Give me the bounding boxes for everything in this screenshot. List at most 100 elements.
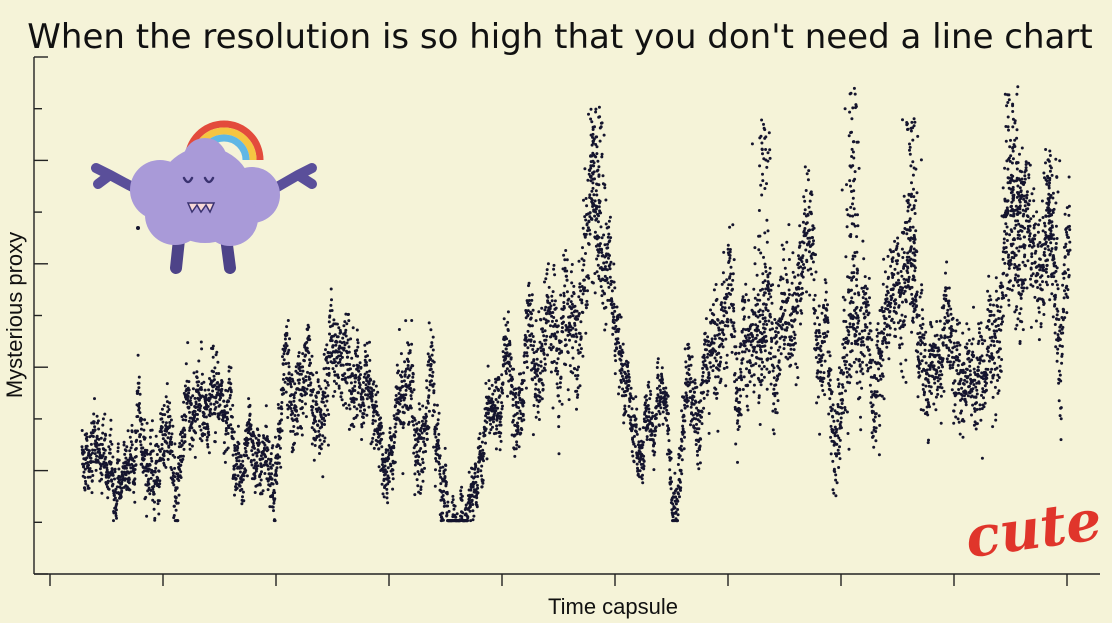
data-point xyxy=(693,390,696,394)
data-point xyxy=(516,424,520,428)
data-point xyxy=(607,219,611,223)
data-point xyxy=(487,379,491,383)
data-point xyxy=(813,309,817,313)
data-point xyxy=(232,430,236,434)
data-point xyxy=(627,379,631,383)
data-point xyxy=(563,258,567,262)
data-point xyxy=(166,457,170,461)
data-point xyxy=(309,393,313,397)
data-point xyxy=(554,366,558,370)
data-point xyxy=(282,392,286,395)
data-point xyxy=(583,215,587,219)
data-point xyxy=(415,443,418,447)
data-point xyxy=(426,352,430,356)
data-point xyxy=(371,436,375,440)
data-point xyxy=(329,287,333,291)
data-point xyxy=(807,240,811,244)
data-point xyxy=(108,433,112,437)
data-point xyxy=(427,409,431,413)
data-point xyxy=(180,460,184,464)
data-point xyxy=(418,463,422,467)
data-point xyxy=(591,281,595,285)
data-point xyxy=(408,349,412,353)
data-point xyxy=(776,348,780,352)
data-point xyxy=(198,437,202,441)
data-point xyxy=(431,414,435,418)
data-point xyxy=(304,415,308,419)
data-point xyxy=(82,450,86,454)
data-point xyxy=(128,449,132,453)
data-point xyxy=(695,422,698,426)
data-point xyxy=(412,423,416,427)
data-point xyxy=(114,514,118,518)
data-point xyxy=(280,412,284,416)
data-point xyxy=(113,467,117,471)
data-point xyxy=(752,348,756,352)
data-point xyxy=(653,450,657,454)
data-point xyxy=(198,409,202,413)
data-point xyxy=(528,324,532,328)
data-point xyxy=(741,357,745,361)
data-point xyxy=(90,469,94,473)
data-point xyxy=(160,425,164,429)
data-point xyxy=(402,411,406,415)
data-point xyxy=(611,332,615,336)
data-point xyxy=(413,418,417,422)
data-point xyxy=(679,486,683,490)
data-point xyxy=(367,382,371,386)
data-point xyxy=(719,360,722,364)
data-point xyxy=(575,377,579,381)
data-point xyxy=(362,381,365,384)
data-point xyxy=(782,300,786,304)
data-point xyxy=(787,288,791,292)
data-point xyxy=(263,443,267,447)
data-point xyxy=(325,381,329,384)
data-point xyxy=(191,438,195,442)
data-point xyxy=(666,394,670,398)
data-point xyxy=(168,421,172,424)
data-point xyxy=(157,499,161,503)
data-point xyxy=(352,405,356,409)
data-point xyxy=(661,422,665,426)
data-point xyxy=(496,400,500,404)
data-point xyxy=(352,364,356,368)
data-point xyxy=(760,341,764,344)
data-point xyxy=(390,450,394,454)
data-point xyxy=(794,383,798,387)
data-point xyxy=(262,434,265,438)
data-point xyxy=(136,353,140,357)
data-point xyxy=(455,512,459,516)
data-point xyxy=(635,432,639,436)
data-point xyxy=(834,494,838,498)
data-point xyxy=(794,362,798,366)
data-point xyxy=(494,431,498,435)
data-point xyxy=(254,469,258,473)
data-point xyxy=(266,488,270,492)
data-point xyxy=(429,367,433,371)
data-point xyxy=(712,313,716,317)
data-point xyxy=(769,382,773,386)
data-point xyxy=(513,454,517,458)
data-point xyxy=(578,343,582,347)
data-point xyxy=(634,430,638,434)
data-point xyxy=(423,466,426,470)
data-point xyxy=(671,515,675,519)
data-point xyxy=(376,432,380,436)
data-point xyxy=(803,266,807,270)
data-point xyxy=(401,384,405,388)
data-point xyxy=(342,324,346,328)
data-point xyxy=(310,354,314,358)
data-point xyxy=(577,259,581,263)
data-point xyxy=(246,456,250,460)
data-point xyxy=(821,389,825,392)
data-point xyxy=(804,189,808,192)
data-point xyxy=(93,397,96,401)
data-point xyxy=(757,394,761,398)
data-point xyxy=(277,461,281,465)
data-point xyxy=(543,329,547,333)
data-point xyxy=(741,295,745,299)
data-point xyxy=(180,415,184,419)
data-point xyxy=(424,419,428,423)
data-point xyxy=(485,420,489,424)
